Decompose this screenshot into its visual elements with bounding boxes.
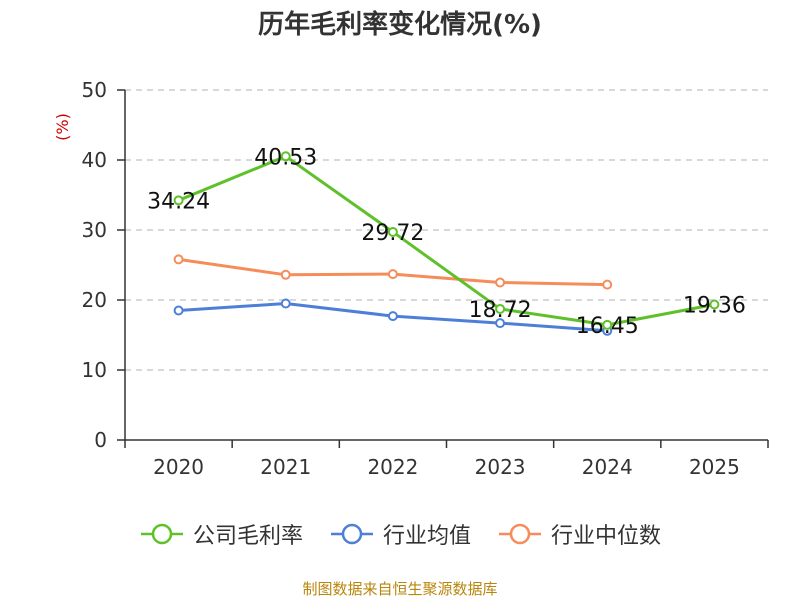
x-tick-label: 2023 [475,455,526,479]
axis-layer: 0 10 20 30 40 50 2020 2021 2022 2023 2024 2025 (%) [53,78,769,479]
grid-layer [125,89,768,371]
y-tick-label: 40 [82,148,107,172]
y-tick-label: 10 [82,358,107,382]
y-tick-label: 30 [82,218,107,242]
legend-swatch-marker [151,523,173,545]
legend-swatch-icon [140,523,183,545]
legend-swatch-icon [330,523,373,545]
data-label: 19.36 [683,293,746,318]
data-point [387,311,398,322]
data-point [387,269,398,280]
legend-label: 行业均值 [382,524,471,549]
series-line-0 [178,154,715,327]
chart-title: 历年毛利率变化情况(%) [258,10,542,40]
y-tick-label: 0 [94,428,107,452]
y-tick-label: 20 [82,288,107,312]
legend-item[interactable]: 行业中位数 [497,518,661,550]
y-axis-label: (%) [53,113,72,141]
data-point [173,195,184,206]
legend-label: 行业中位数 [551,524,662,549]
data-point [387,226,398,237]
legend-item[interactable]: 行业均值 [329,518,471,550]
data-point [280,269,291,280]
data-label: 16.45 [576,314,639,339]
x-tick-label: 2020 [153,455,204,479]
data-label: 34.24 [147,189,210,214]
data-label: 18.72 [469,298,532,323]
data-point [280,151,291,162]
x-tick-label: 2024 [582,455,633,479]
source-note: 制图数据来自恒生聚源数据库 [302,580,498,598]
data-point [495,303,506,314]
legend-label: 公司毛利率 [192,524,303,549]
legend-swatch-marker [341,523,363,545]
label-layer: 34.24 40.53 29.72 18.72 16.45 19.36 [147,145,746,339]
x-tick-label: 2022 [367,455,418,479]
data-point [602,279,613,290]
data-point [495,277,506,288]
y-tick-label: 50 [82,78,107,102]
data-point [495,318,506,329]
legend-item[interactable]: 公司毛利率 [139,518,303,550]
data-label: 29.72 [361,221,424,246]
x-tick-label: 2025 [689,455,740,479]
data-point [280,298,291,309]
data-point [173,305,184,316]
legend-swatch-marker [509,523,531,545]
x-tick-label: 2021 [260,455,311,479]
data-label: 40.53 [254,145,317,170]
series-layer [173,151,720,336]
legend-swatch-icon [499,523,541,545]
data-point [602,319,613,330]
data-point [709,299,720,310]
legend: 公司毛利率 行业均值 行业中位数 [0,518,800,550]
data-point [173,254,184,265]
